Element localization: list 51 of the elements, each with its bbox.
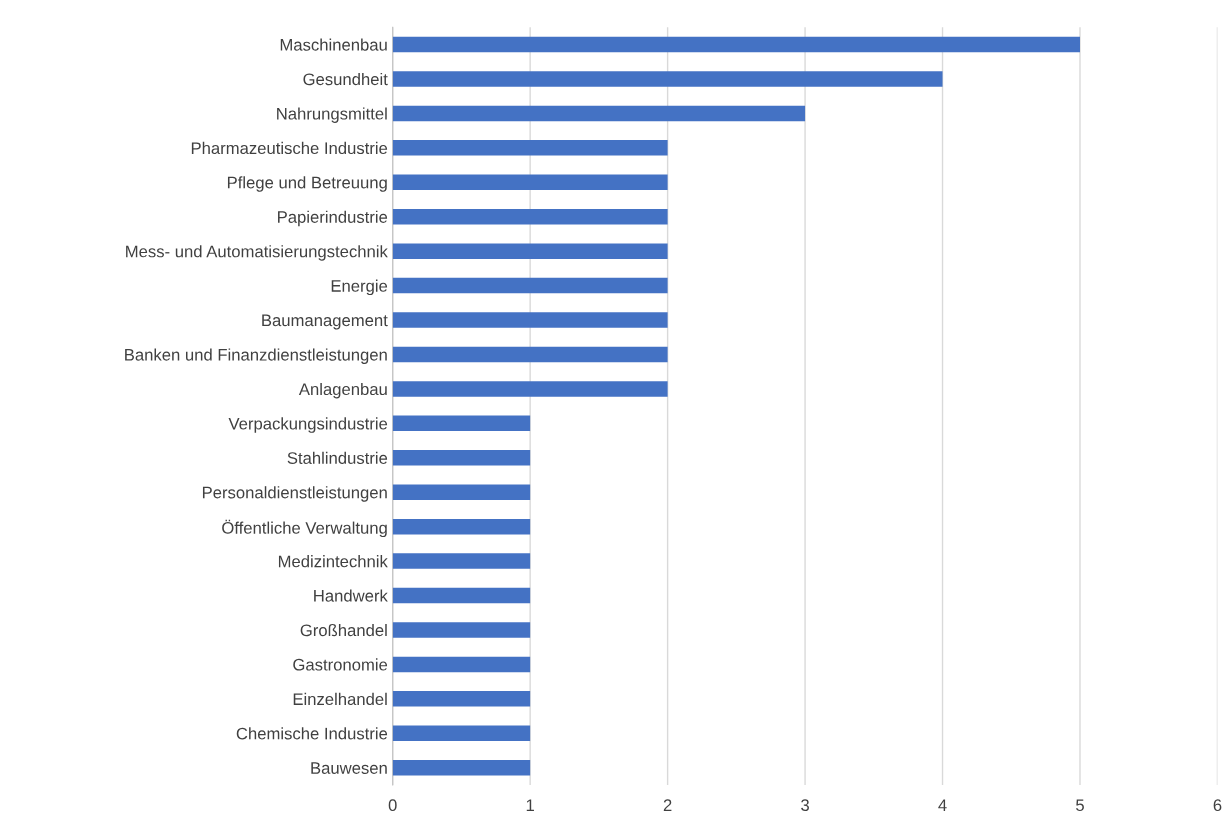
bar — [392, 140, 668, 156]
bar — [392, 484, 531, 500]
bar — [392, 208, 668, 225]
y-tick-label: Gastronomie — [293, 658, 388, 671]
y-tick-label: Banken und Finanzdienstleistungen — [125, 348, 387, 364]
bar — [392, 415, 531, 432]
bar — [392, 622, 531, 638]
x-tick-label: 5 — [1076, 799, 1084, 812]
y-tick-label: Medizintechnik — [278, 555, 388, 568]
y-tick-label: Anlagenbau — [298, 382, 387, 399]
bar — [392, 381, 668, 397]
x-tick-label: 6 — [1213, 799, 1222, 812]
y-tick-label: Personaldienstleistungen — [202, 486, 387, 502]
bar — [392, 725, 531, 742]
y-tick-label: Pharmazeutische Industrie — [191, 141, 388, 155]
y-tick-label: Mess- und Automatisierungstechnik — [126, 245, 388, 261]
y-tick-label: Handwerk — [314, 589, 388, 602]
bar — [392, 105, 806, 122]
bar — [392, 691, 531, 707]
y-tick-label: Chemische Industrie — [236, 727, 388, 740]
bar — [392, 450, 531, 466]
y-tick-label: Einzelhandel — [293, 692, 387, 706]
bar — [392, 656, 531, 673]
y-tick-label: Stahlindustrie — [287, 451, 388, 464]
bar — [392, 346, 668, 363]
y-tick-label: Nahrungsmittel — [277, 107, 387, 123]
x-tick-label: 0 — [388, 799, 397, 812]
y-tick-label: Papierindustrie — [278, 210, 388, 227]
y-tick-label: Baumanagement — [262, 314, 388, 330]
y-tick-label: Verpackungsindustrie — [228, 417, 388, 433]
bar — [392, 553, 531, 569]
bar — [392, 587, 531, 604]
x-tick-label: 4 — [938, 799, 947, 811]
bar — [392, 71, 943, 87]
bar — [392, 243, 668, 259]
y-tick-label: Maschinenbau — [280, 38, 387, 51]
y-tick-label: Großhandel — [300, 623, 387, 637]
x-tick-label: 3 — [801, 799, 809, 812]
y-tick-label: Gesundheit — [303, 72, 388, 86]
y-tick-label: Öffentliche Verwaltung — [222, 519, 387, 538]
y-tick-label: Pflege und Betreuung — [227, 176, 387, 192]
x-tick-label: 1 — [526, 799, 534, 811]
bar — [392, 36, 1080, 53]
bar — [392, 312, 668, 328]
bar — [392, 174, 668, 191]
bar — [392, 759, 531, 776]
y-tick-label: Bauwesen — [311, 762, 387, 774]
bar — [392, 518, 531, 535]
y-tick-label: Energie — [331, 279, 388, 296]
bar — [392, 277, 668, 294]
x-tick-label: 2 — [663, 799, 672, 811]
